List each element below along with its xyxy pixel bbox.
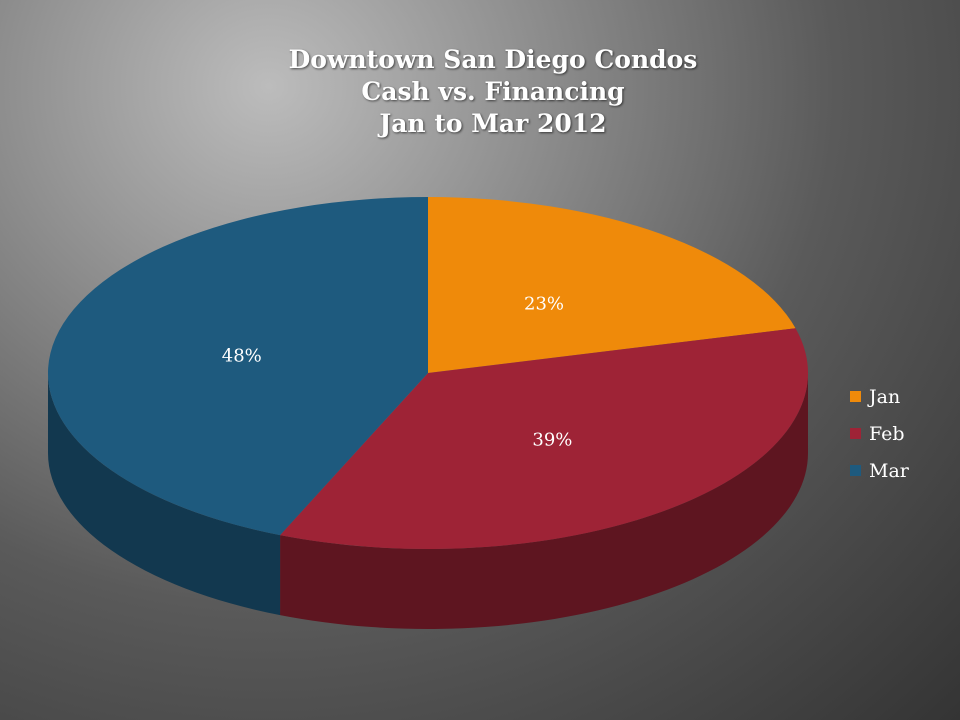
pie-slice-jan: [428, 197, 796, 373]
legend-swatch-mar: [850, 465, 861, 476]
pie-label-mar: 48%: [222, 346, 262, 367]
pie-side-mar: [48, 373, 281, 616]
pie-label-feb: 39%: [532, 430, 572, 451]
pie-slice-mar: [47, 196, 428, 536]
pie-slice-feb: [280, 328, 809, 550]
pie-label-jan: 23%: [524, 293, 564, 314]
pie-sides: [48, 373, 809, 630]
legend-label-feb: Feb: [869, 422, 905, 445]
pie-side-feb: [280, 373, 809, 630]
pie-labels: 23% 39% 48%: [222, 293, 573, 450]
legend-item-feb: Feb: [850, 415, 909, 452]
chart-title-line-3: Jan to Mar 2012: [379, 109, 607, 138]
chart-title: Downtown San Diego Condos Cash vs. Finan…: [0, 44, 960, 140]
chart-title-line-2: Cash vs. Financing: [361, 77, 625, 106]
chart-title-line-1: Downtown San Diego Condos: [288, 45, 698, 74]
pie-tops: [47, 196, 809, 550]
chart-legend: Jan Feb Mar: [850, 378, 909, 489]
legend-swatch-jan: [850, 391, 861, 402]
legend-label-jan: Jan: [869, 385, 901, 408]
legend-item-mar: Mar: [850, 452, 909, 489]
legend-swatch-feb: [850, 428, 861, 439]
legend-label-mar: Mar: [869, 459, 909, 482]
legend-item-jan: Jan: [850, 378, 909, 415]
